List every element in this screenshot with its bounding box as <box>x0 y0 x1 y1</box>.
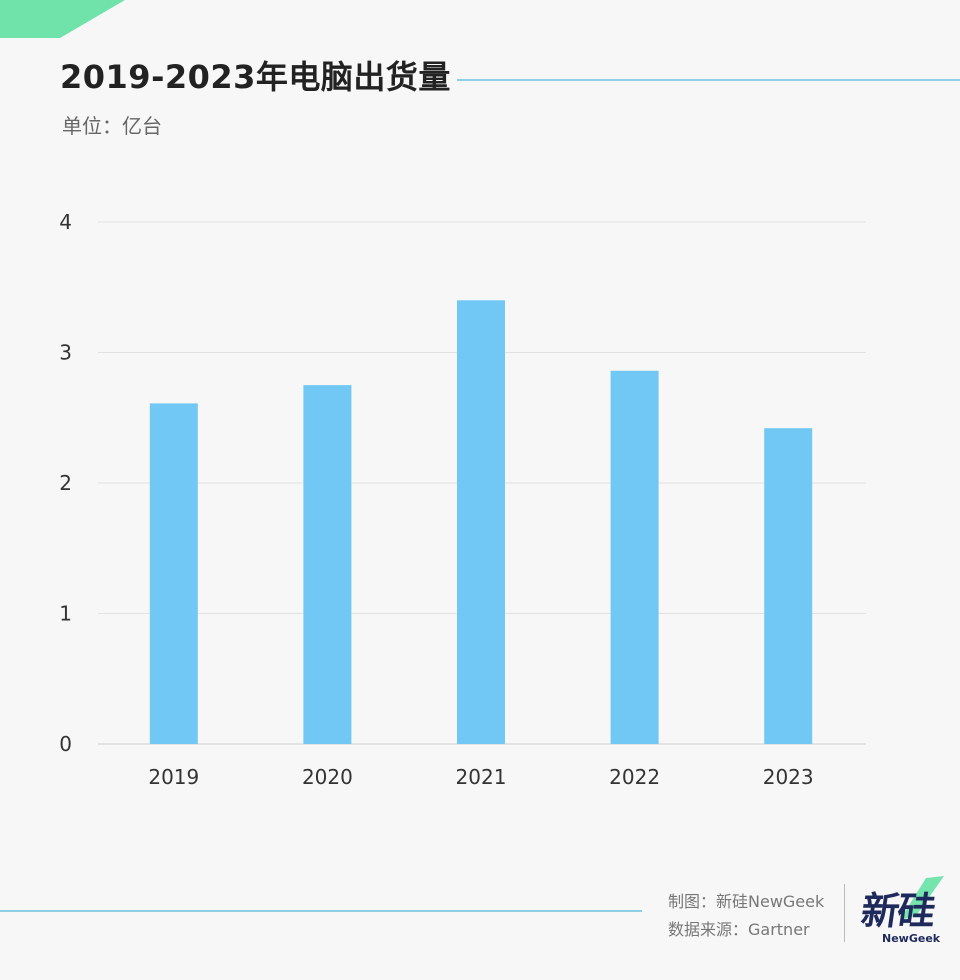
bar-2019 <box>149 403 198 744</box>
credits: 制图：新硅NewGeek 数据来源：Gartner <box>668 888 824 944</box>
logo-wordmark: NewGeek <box>882 932 941 945</box>
unit-label: 单位：亿台 <box>62 114 162 138</box>
logo-mark: 新硅 <box>858 889 937 933</box>
bar-2020 <box>303 385 352 744</box>
y-tick-label: 1 <box>59 602 72 626</box>
chart-title: 2019-2023年电脑出货量 <box>60 58 451 96</box>
bar-2023 <box>764 428 813 744</box>
brand-logo: 新硅 NewGeek <box>856 876 946 966</box>
x-tick-label: 2022 <box>609 765 660 789</box>
logo-accent-shape <box>900 876 944 920</box>
x-tick-label: 2023 <box>763 765 814 789</box>
corner-accent-shape <box>0 0 125 38</box>
y-tick-label: 4 <box>59 210 72 234</box>
bar-2021 <box>457 300 505 744</box>
credit-source: 数据来源：Gartner <box>668 920 810 939</box>
bar-2022 <box>610 370 659 744</box>
title-underline <box>457 79 960 81</box>
x-tick-label: 2021 <box>456 765 507 789</box>
footer-divider <box>844 884 845 942</box>
x-tick-label: 2020 <box>302 765 353 789</box>
x-tick-label: 2019 <box>148 765 199 789</box>
y-tick-label: 0 <box>59 732 72 756</box>
y-tick-label: 3 <box>59 341 72 365</box>
y-tick-label: 2 <box>59 471 72 495</box>
credit-maker: 制图：新硅NewGeek <box>668 892 825 911</box>
footer-line <box>0 910 642 912</box>
